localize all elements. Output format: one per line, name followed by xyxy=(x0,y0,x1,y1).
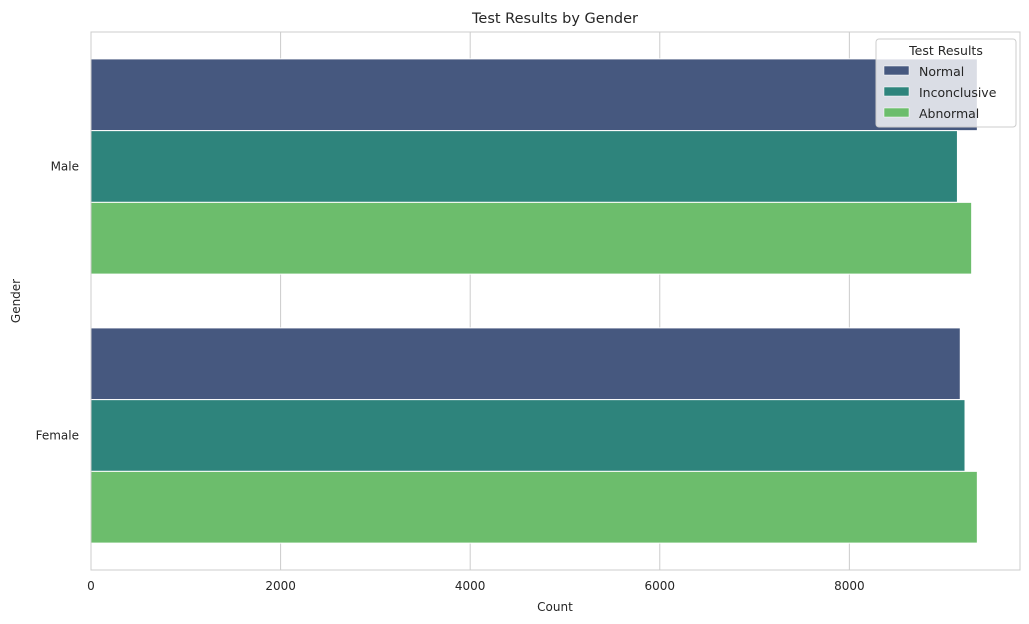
bar-inconclusive-female xyxy=(90,399,966,472)
x-axis-label: Count xyxy=(537,600,573,614)
y-axis-label: Gender xyxy=(9,279,23,323)
plot-frame xyxy=(90,31,1021,571)
bars xyxy=(90,58,978,544)
bar-abnormal-male xyxy=(90,201,973,275)
x-tick-label: 4000 xyxy=(455,579,486,593)
y-axis-ticks: Male Female xyxy=(36,160,79,443)
x-tick-label: 2000 xyxy=(265,579,296,593)
bar-normal-male xyxy=(90,58,978,132)
legend-label-abnormal: Abnormal xyxy=(919,106,979,121)
legend-swatch-abnormal xyxy=(883,107,910,118)
legend-swatch-inconclusive xyxy=(883,86,910,97)
y-tick-label: Male xyxy=(51,160,79,174)
x-axis-ticks: 0 2000 4000 6000 8000 xyxy=(87,579,864,593)
legend-items: Normal Inconclusive Abnormal xyxy=(883,64,997,121)
x-tick-label: 0 xyxy=(87,579,95,593)
x-tick-label: 8000 xyxy=(834,579,865,593)
legend: Test Results Normal Inconclusive Abnormal xyxy=(875,38,1017,128)
legend-swatch-normal xyxy=(883,65,910,76)
legend-box xyxy=(875,38,1017,128)
x-tick-label: 6000 xyxy=(645,579,676,593)
bar-abnormal-female xyxy=(90,470,978,544)
legend-label-normal: Normal xyxy=(919,64,964,79)
plot-border xyxy=(90,31,1021,571)
chart-title: Test Results by Gender xyxy=(471,11,638,27)
y-tick-label: Female xyxy=(36,429,79,443)
bar-normal-female xyxy=(90,327,961,401)
bar-inconclusive-male xyxy=(90,130,958,203)
legend-label-inconclusive: Inconclusive xyxy=(919,85,997,100)
legend-title: Test Results xyxy=(908,43,983,58)
